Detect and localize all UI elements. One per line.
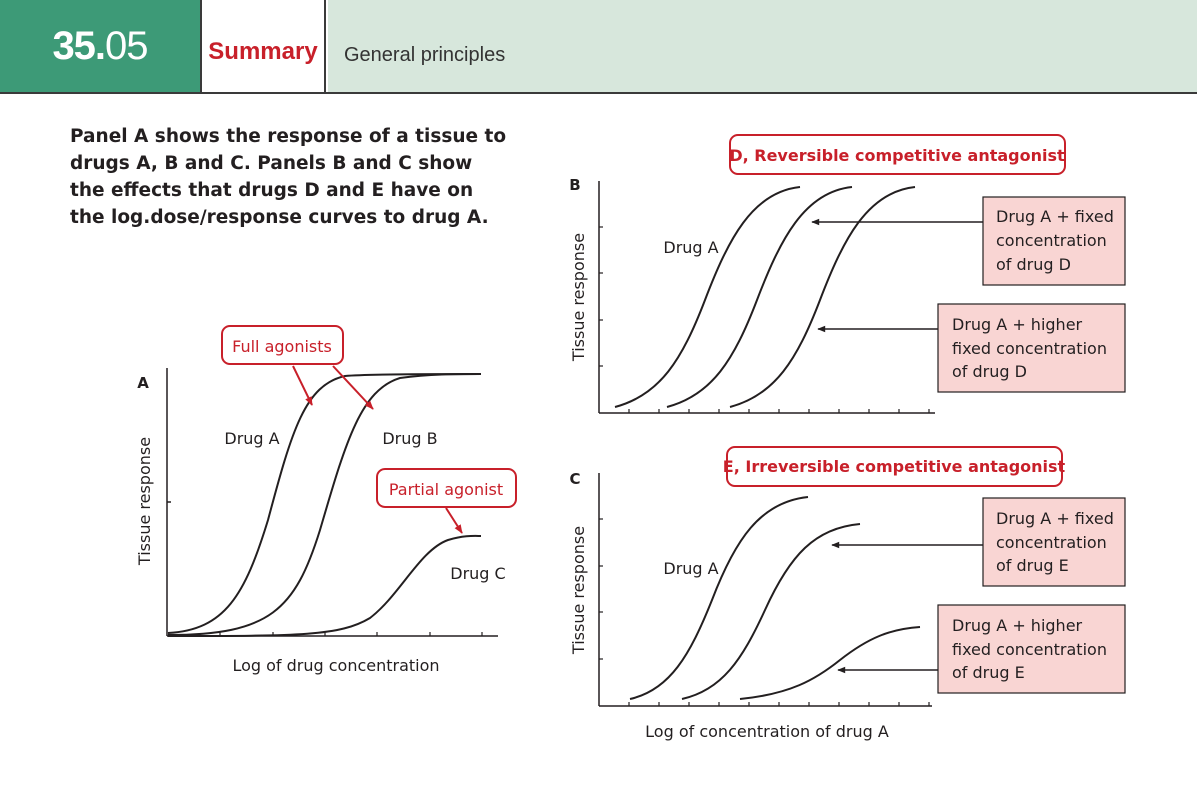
panel-a-label-drug-c: Drug C	[450, 564, 505, 583]
panel-a-curve-drug-b	[167, 373, 482, 636]
panel-a-curve-drug-a	[167, 373, 482, 634]
panel-a-xlabel: Log of drug concentration	[232, 656, 439, 675]
callout-partial-agonist-box	[376, 468, 517, 508]
panel-c-axes	[598, 473, 932, 707]
chapter-number-sub: 05	[105, 23, 148, 68]
panel-a-letter: A	[137, 374, 149, 392]
panel-c-box-higher-line-2: fixed concentration	[952, 640, 1107, 659]
panel-b-title: D, Reversible competitive antagonist	[729, 146, 1065, 165]
chapter-number-main: 35.	[52, 23, 106, 68]
panel-b-ticks	[599, 226, 930, 413]
panel-c-xlabel: Log of concentration of drug A	[645, 722, 889, 741]
callout-partial-agonist-arrow	[445, 507, 463, 534]
panel-c-title-box	[726, 446, 1063, 487]
page-header: 35. 05 Summary General principles	[0, 0, 1197, 94]
panel-b-box-higher-line-1: Drug A + higher	[952, 315, 1083, 334]
panel-c-box-higher	[937, 604, 1126, 694]
callout-partial-agonist-label: Partial agonist	[389, 480, 503, 499]
panel-c-curve-higher-e	[739, 626, 921, 700]
callout-full-agonists-arrow-b	[332, 365, 374, 410]
section-bar: General principles	[328, 0, 1197, 92]
panel-b-curve-higher-d	[729, 186, 916, 408]
panel-b: B Tissue response Drug A D,	[569, 134, 1126, 414]
header-rule	[0, 92, 1197, 94]
callout-full-agonists-label: Full agonists	[232, 337, 332, 356]
section-title: General principles	[344, 44, 506, 66]
panel-c-curve-drug-a	[629, 496, 809, 700]
panel-c-box-higher-line-1: Drug A + higher	[952, 616, 1083, 635]
panel-c-label-drug-a: Drug A	[663, 559, 718, 578]
panel-c-box-higher-line-3: of drug E	[952, 663, 1025, 682]
panel-b-box-higher-line-3: of drug D	[952, 362, 1027, 381]
panel-b-box-fixed	[982, 196, 1126, 286]
panel-a-curve-drug-c	[167, 534, 482, 637]
panel-a-label-drug-a: Drug A	[224, 429, 279, 448]
summary-tab: Summary	[200, 0, 326, 92]
panel-a-ylabel: Tissue response	[135, 437, 154, 566]
panel-b-box-fixed-line-3: of drug D	[996, 255, 1071, 274]
chapter-number: 35. 05	[0, 0, 200, 92]
panel-b-title-box	[729, 134, 1066, 175]
panel-b-curve-drug-a	[614, 186, 801, 408]
panel-c-curve-fixed-e	[681, 523, 861, 700]
panel-b-box-higher	[937, 303, 1126, 393]
panel-b-box-fixed-line-1: Drug A + fixed	[996, 207, 1114, 226]
panel-c-box-fixed-line-2: concentration	[996, 533, 1107, 552]
panel-c-ticks	[599, 518, 930, 706]
panel-c-box-fixed-line-1: Drug A + fixed	[996, 509, 1114, 528]
callout-full-agonists-arrow-a	[292, 365, 313, 406]
callout-full-agonists-box	[221, 325, 344, 365]
panel-b-axes	[598, 181, 935, 414]
panel-b-curve-fixed-d	[666, 186, 853, 408]
panel-b-letter: B	[569, 176, 580, 194]
panel-b-box-fixed-line-2: concentration	[996, 231, 1107, 250]
panel-b-ylabel: Tissue response	[569, 233, 588, 362]
panel-c-ylabel: Tissue response	[569, 526, 588, 655]
panel-a-label-drug-b: Drug B	[382, 429, 437, 448]
panel-c-letter: C	[569, 470, 580, 488]
panel-b-box-higher-line-2: fixed concentration	[952, 339, 1107, 358]
panel-c: C Tissue response Drug A E,	[569, 446, 1126, 741]
panel-c-box-fixed	[982, 497, 1126, 587]
panel-c-title: E, Irreversible competitive antagonist	[723, 457, 1066, 476]
panel-a: A Tissue response Drug A Drug B Drug C L…	[135, 325, 517, 675]
intro-text: Panel A shows the response of a tissue t…	[70, 126, 507, 228]
panel-b-label-drug-a: Drug A	[663, 238, 718, 257]
panel-c-box-fixed-line-3: of drug E	[996, 556, 1069, 575]
